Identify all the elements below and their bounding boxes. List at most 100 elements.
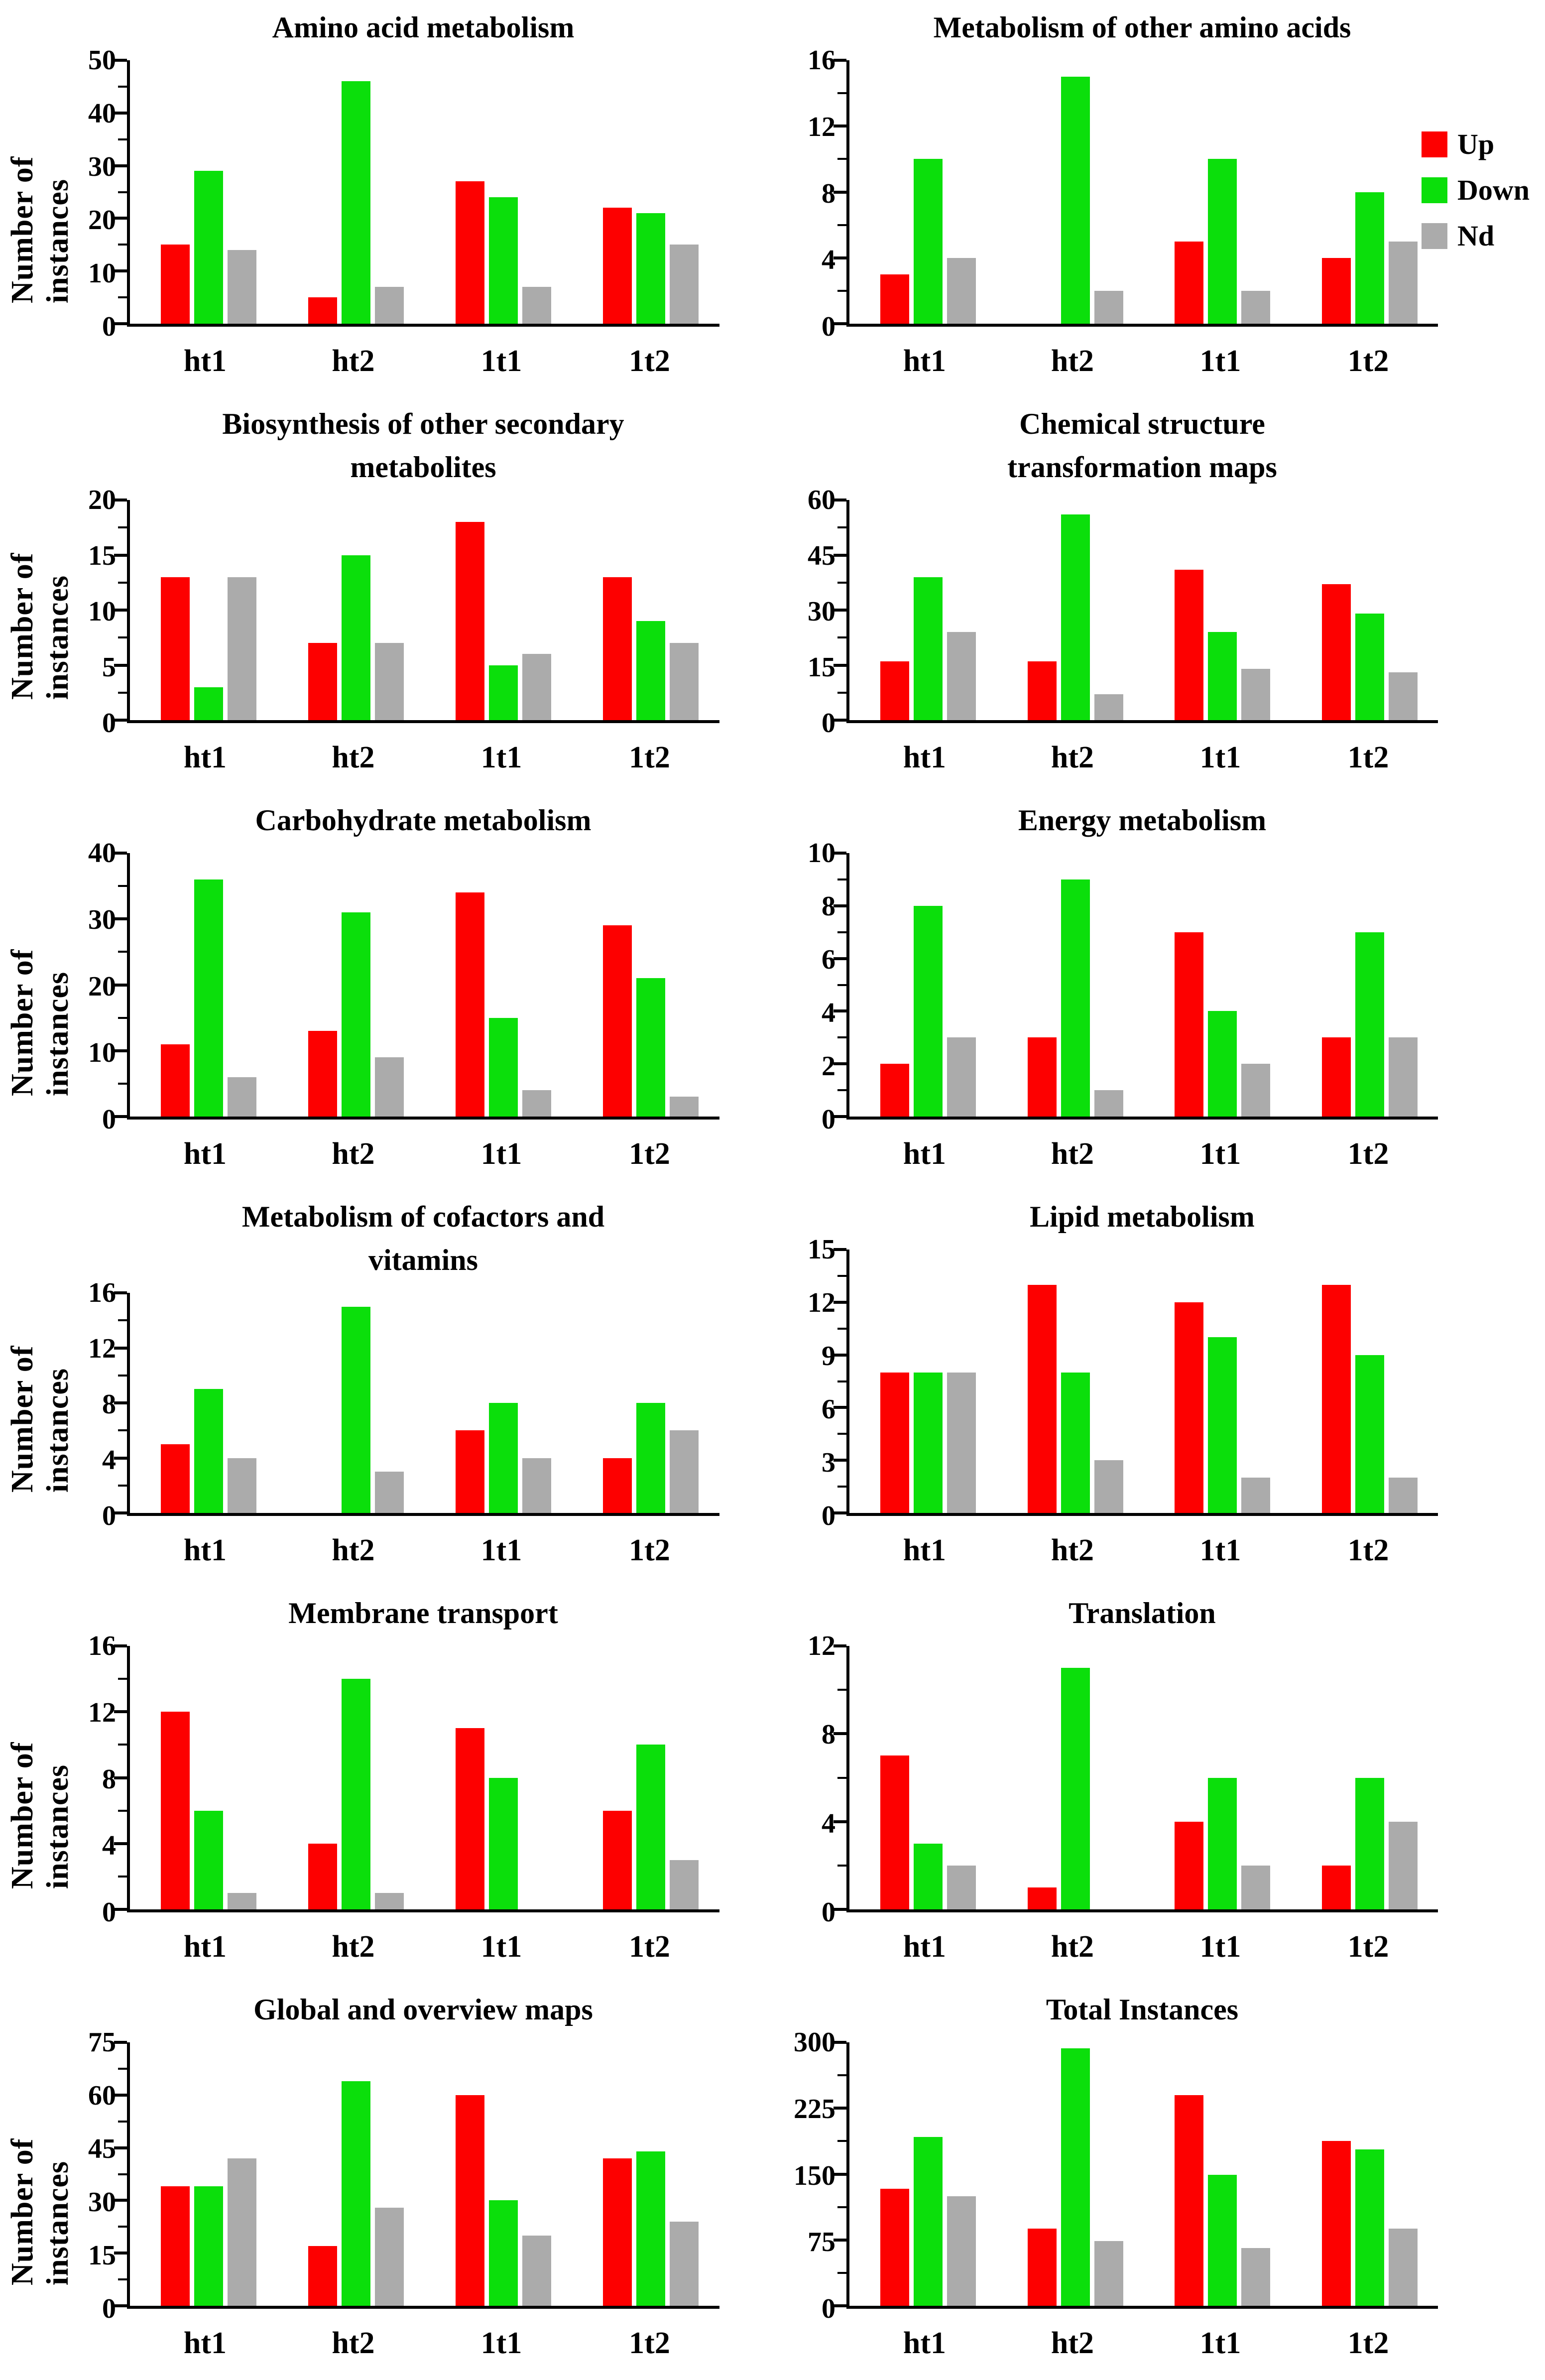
- x-tick-column: ht2: [994, 1929, 1142, 1982]
- y-tick-label: 8: [822, 178, 835, 209]
- y-minor-tick-mark: [118, 636, 127, 639]
- bar-down-1t1: [1208, 159, 1237, 324]
- y-tick-mark: [833, 190, 846, 194]
- bar-down-1t2: [636, 2151, 665, 2306]
- x-tick-label-ht2: ht2: [1051, 344, 1094, 378]
- y-tick-label: 4: [822, 998, 835, 1028]
- x-tick-label-ht1: ht1: [183, 2326, 227, 2360]
- y-tick-mark: [833, 1406, 846, 1409]
- bar-up-1t2: [603, 577, 632, 720]
- x-tick-column: ht2: [275, 1929, 424, 1982]
- x-tick-label-ht1: ht1: [903, 1137, 947, 1171]
- y-minor-tick-mark: [118, 1082, 127, 1085]
- x-tick-column: ht1: [127, 740, 275, 793]
- bar-nd-ht1: [228, 250, 256, 324]
- x-tick-label-1t2: 1t2: [629, 1533, 670, 1567]
- bar-group-ht2: [277, 1293, 425, 1513]
- bar-up-1t1: [1175, 1302, 1203, 1513]
- x-tick-column: 1t1: [423, 344, 572, 396]
- bar-up-1t2: [1321, 584, 1351, 720]
- y-tick-mark: [833, 553, 846, 557]
- bar-down-ht1: [194, 1810, 223, 1909]
- bar-up-1t2: [603, 2158, 632, 2306]
- x-tick-column: ht1: [846, 344, 994, 396]
- y-tick-mark: [114, 1291, 127, 1294]
- x-axis-labels: ht1 ht2 1t1 1t2: [846, 723, 1438, 793]
- chart-title: Carbohydrate metabolism: [255, 804, 592, 837]
- bar-nd-ht1: [228, 1892, 256, 1909]
- y-tick-label: 15: [88, 540, 116, 571]
- chart-title: Translation: [1069, 1597, 1216, 1629]
- legend-label-up: Up: [1457, 128, 1495, 160]
- y-tick-mark: [114, 1511, 127, 1514]
- bar-group-1t2: [1291, 500, 1438, 720]
- x-tick-column: ht2: [994, 344, 1142, 396]
- chart-title: Metabolism of cofactors and vitamins: [241, 1200, 605, 1276]
- bar-down-1t2: [1355, 1355, 1384, 1513]
- bar-nd-ht1: [947, 1037, 976, 1117]
- bar-nd-ht2: [1094, 290, 1123, 324]
- y-tick-label: 10: [88, 258, 116, 289]
- x-tick-column: ht2: [275, 740, 424, 793]
- y-tick-label: 300: [794, 2027, 835, 2058]
- y-tick-mark: [114, 852, 127, 855]
- bar-group-1t2: [572, 1646, 719, 1909]
- bar-nd-ht1: [228, 1458, 256, 1513]
- y-tick-label: 0: [102, 708, 116, 739]
- bar-up-ht1: [161, 245, 190, 324]
- bar-group-ht1: [130, 500, 277, 720]
- x-tick-label-1t1: 1t1: [480, 344, 522, 378]
- y-tick-label: 150: [794, 2160, 835, 2191]
- y-minor-tick-mark: [837, 92, 846, 95]
- bar-group-1t2: [1291, 853, 1438, 1117]
- y-tick-label: 0: [102, 311, 116, 342]
- x-axis-labels: ht1 ht2 1t1 1t2: [127, 327, 719, 396]
- bar-group-ht2: [277, 2042, 425, 2306]
- chart-body: 0 4 8 12 16: [772, 46, 1438, 341]
- bar-down-ht1: [914, 2137, 943, 2306]
- x-tick-label-1t2: 1t2: [629, 2326, 670, 2360]
- x-tick-label-ht1: ht1: [183, 741, 227, 774]
- y-minor-tick-mark: [118, 526, 127, 529]
- bar-nd-1t1: [522, 2235, 551, 2306]
- y-tick-label: 40: [88, 98, 116, 129]
- chart-body: 0 15 30 45 60 75: [52, 2028, 719, 2323]
- y-tick-mark: [833, 852, 846, 855]
- bar-nd-1t2: [670, 643, 699, 720]
- y-tick-label: 30: [88, 151, 116, 182]
- bar-nd-1t2: [670, 2221, 699, 2306]
- y-tick-label: 10: [88, 1037, 116, 1069]
- y-minor-tick-mark: [118, 2173, 127, 2175]
- bar-down-1t1: [489, 197, 518, 324]
- y-tick-label: 5: [102, 652, 116, 683]
- y-minor-tick-mark: [837, 1689, 846, 1691]
- y-tick-label: 225: [794, 2093, 835, 2125]
- bar-up-ht1: [880, 1064, 909, 1117]
- y-tick-label: 4: [822, 1808, 835, 1839]
- x-tick-label-ht2: ht2: [332, 1533, 375, 1567]
- bar-down-1t1: [1208, 2175, 1237, 2306]
- bar-nd-ht2: [375, 286, 404, 324]
- x-tick-label-1t2: 1t2: [1347, 2326, 1389, 2360]
- y-minor-tick-mark: [837, 581, 846, 584]
- bar-up-ht1: [880, 1372, 909, 1513]
- x-tick-label-1t1: 1t1: [1199, 1137, 1241, 1171]
- y-tick-mark: [114, 719, 127, 722]
- bar-down-1t1: [1208, 1011, 1237, 1117]
- bar-up-1t1: [456, 181, 484, 324]
- y-tick-label: 0: [822, 1104, 835, 1135]
- y-tick-label: 4: [822, 245, 835, 276]
- y-minor-tick-mark: [118, 1484, 127, 1487]
- y-tick-mark: [833, 2238, 846, 2242]
- x-tick-column: 1t2: [1290, 740, 1438, 793]
- bar-nd-ht1: [947, 1865, 976, 1909]
- x-tick-label-1t1: 1t1: [1199, 741, 1241, 774]
- bar-nd-ht2: [375, 2207, 404, 2306]
- x-tick-label-1t2: 1t2: [629, 741, 670, 774]
- y-tick-label: 0: [822, 2293, 835, 2324]
- legend-swatch-nd: [1422, 223, 1447, 249]
- bar-up-1t1: [456, 1430, 484, 1513]
- x-tick-column: ht1: [127, 2326, 275, 2379]
- y-minor-tick-mark: [118, 296, 127, 299]
- y-minor-tick-mark: [837, 1089, 846, 1092]
